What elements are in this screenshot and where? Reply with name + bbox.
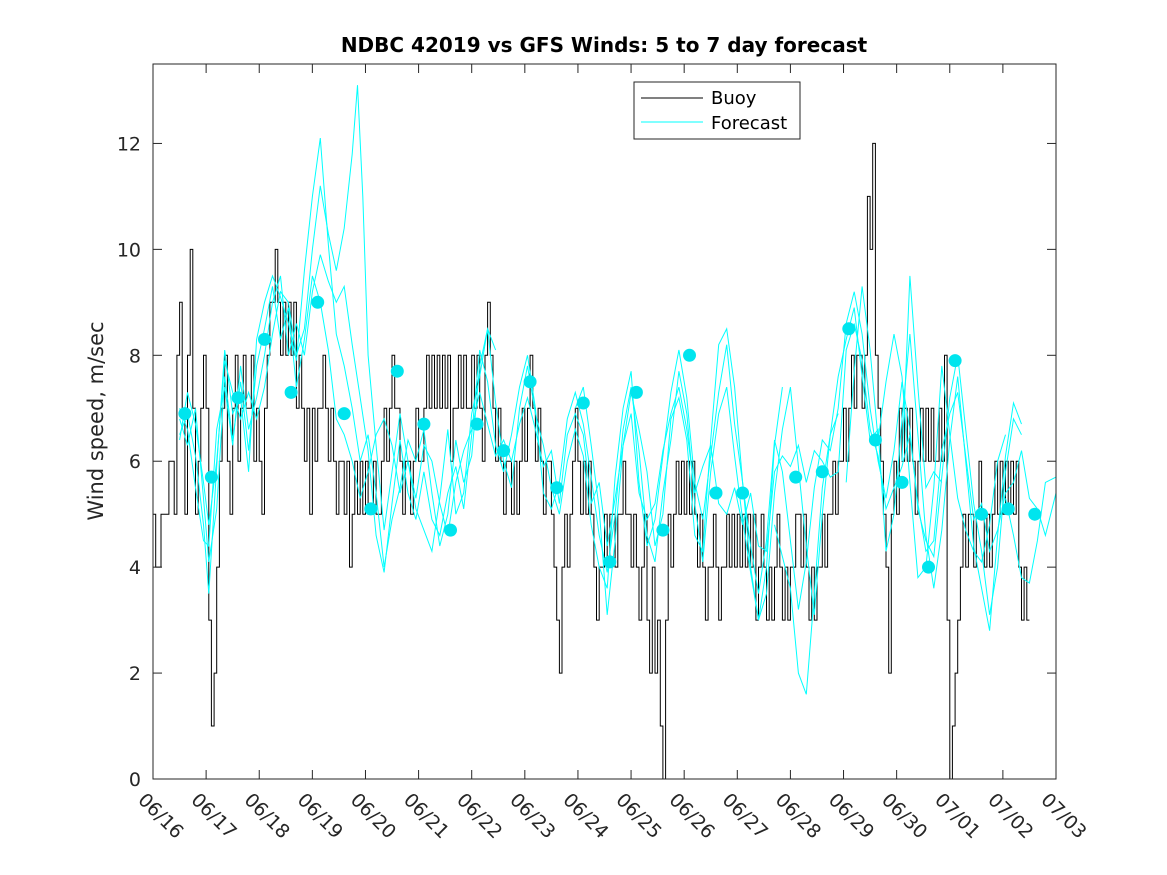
- forecast-marker: [284, 385, 298, 399]
- y-tick-label: 6: [129, 451, 141, 473]
- forecast-marker: [868, 433, 882, 447]
- forecast-line: [179, 254, 1022, 631]
- forecast-marker: [337, 407, 351, 421]
- forecast-marker: [1001, 502, 1015, 516]
- legend: Buoy Forecast: [633, 81, 801, 140]
- forecast-marker: [789, 470, 803, 484]
- forecast-marker: [736, 486, 750, 500]
- y-axis-label: Wind speed, m/sec: [84, 321, 108, 520]
- forecast-marker: [470, 417, 484, 431]
- forecast-marker: [922, 560, 935, 574]
- forecast-marker: [311, 295, 325, 309]
- forecast-marker: [948, 354, 962, 368]
- forecast-line: [901, 275, 943, 490]
- legend-forecast-label: Forecast: [711, 113, 787, 134]
- forecast-marker: [550, 481, 564, 495]
- forecast-marker: [231, 391, 245, 405]
- forecast-marker: [497, 444, 511, 458]
- plot-frame: [152, 63, 1057, 780]
- forecast-marker: [895, 475, 909, 489]
- y-tick-label: 2: [129, 663, 141, 685]
- forecast-marker: [683, 348, 696, 362]
- forecast-marker: [258, 332, 271, 346]
- forecast-marker: [842, 322, 856, 336]
- chart-title: NDBC 42019 vs GFS Winds: 5 to 7 day fore…: [341, 33, 868, 57]
- series-group: [153, 85, 1057, 780]
- y-tick-label: 8: [129, 345, 141, 367]
- forecast-marker: [656, 523, 670, 537]
- forecast-line: [574, 327, 783, 621]
- legend-buoy-label: Buoy: [711, 88, 757, 109]
- forecast-marker: [1028, 507, 1042, 521]
- forecast-line: [179, 85, 497, 554]
- forecast-marker: [417, 417, 431, 431]
- buoy-line: [153, 142, 1030, 780]
- y-tick-label: 4: [129, 557, 141, 579]
- legend-box: [633, 81, 801, 140]
- forecast-marker: [390, 364, 404, 378]
- y-tick-label: 10: [117, 239, 141, 261]
- forecast-line: [1005, 476, 1057, 584]
- forecast-marker: [204, 470, 218, 484]
- forecast-line: [774, 413, 839, 695]
- y-tick-label: 12: [117, 133, 141, 155]
- forecast-marker: [709, 486, 723, 500]
- forecast-marker: [576, 396, 590, 410]
- forecast-marker: [523, 375, 537, 389]
- forecast-marker: [364, 502, 378, 516]
- forecast-marker: [815, 465, 829, 479]
- forecast-marker: [975, 507, 989, 521]
- forecast-marker: [178, 407, 192, 421]
- forecast-marker: [444, 523, 457, 537]
- y-tick-label: 0: [129, 769, 141, 791]
- forecast-marker: [629, 385, 643, 399]
- forecast-marker: [603, 555, 617, 569]
